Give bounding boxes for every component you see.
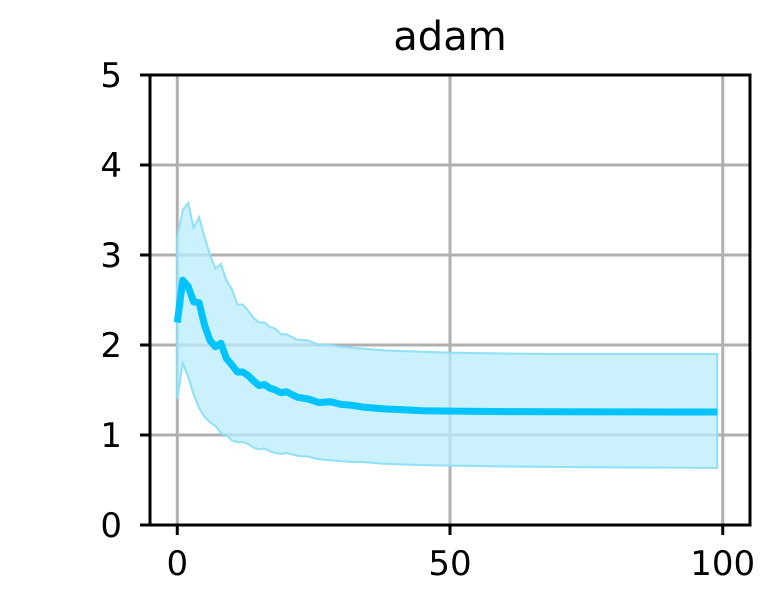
mean-line <box>173 276 718 416</box>
confidence-band <box>176 200 719 469</box>
x-tick-label: 0 <box>166 544 188 584</box>
y-tick-label: 0 <box>100 506 122 546</box>
y-tick-label: 1 <box>100 416 122 456</box>
y-tick-label: 4 <box>100 146 122 186</box>
y-tick-label: 5 <box>100 56 122 96</box>
y-tick-label: 3 <box>100 236 122 276</box>
chart-title: adam <box>393 14 506 60</box>
x-tick-label: 100 <box>690 544 755 584</box>
y-tick-label: 2 <box>100 326 122 366</box>
x-tick-label: 50 <box>428 544 471 584</box>
